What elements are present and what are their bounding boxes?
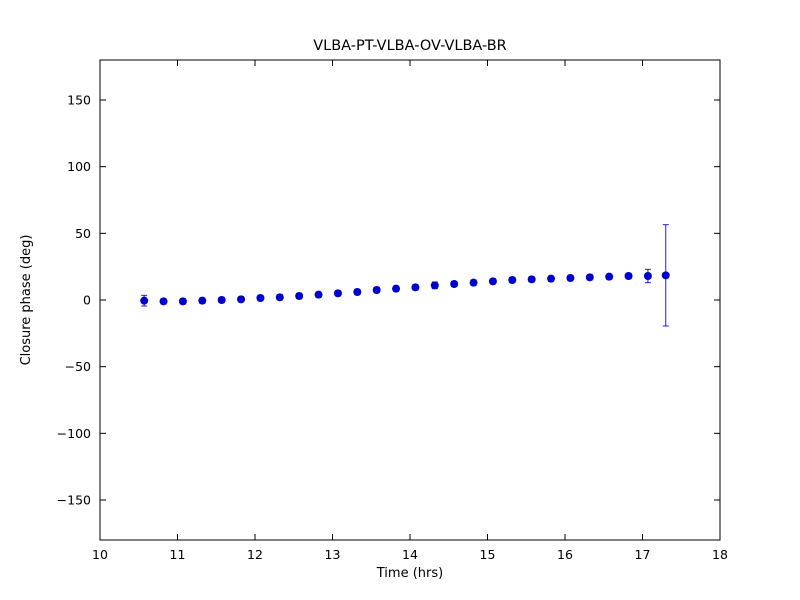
plot-title: VLBA-PT-VLBA-OV-VLBA-BR [313, 38, 507, 54]
x-tick-label: 13 [325, 547, 341, 562]
data-point [450, 280, 459, 288]
data-point [411, 283, 420, 292]
data-point [275, 293, 284, 302]
x-tick-label: 18 [712, 547, 728, 562]
data-point [237, 295, 246, 304]
data-point [198, 296, 207, 305]
data-point [488, 277, 497, 286]
y-tick-label: 0 [83, 293, 91, 308]
data-point [661, 271, 670, 280]
data-point [178, 297, 187, 306]
data-point [469, 278, 478, 287]
data-point [605, 272, 614, 281]
axes-frame [99, 59, 721, 541]
x-tick-label: 16 [557, 547, 573, 562]
y-tick-label: 100 [67, 159, 91, 174]
data-point [159, 297, 168, 306]
data-point [353, 288, 362, 296]
data-point [566, 274, 575, 282]
series-group [140, 224, 670, 327]
x-tick-label: 15 [480, 547, 496, 562]
y-tick-label: −150 [57, 493, 91, 508]
data-point [217, 296, 226, 304]
data-point [585, 273, 594, 282]
data-point [140, 296, 149, 305]
data-point [256, 294, 265, 302]
data-point [392, 284, 401, 293]
data-point [333, 289, 342, 298]
x-tick-label: 14 [402, 547, 418, 562]
data-point [372, 286, 381, 294]
x-tick-label: 10 [92, 547, 108, 562]
y-tick-label: −100 [57, 426, 91, 441]
data-point [547, 274, 556, 283]
data-point [527, 275, 536, 284]
data-point [295, 292, 304, 300]
data-point [430, 281, 439, 290]
x-tick-label: 12 [247, 547, 263, 562]
data-point [314, 290, 323, 299]
y-tick-label: 50 [75, 226, 91, 241]
x-tick-label: 17 [635, 547, 651, 562]
data-point [508, 276, 517, 284]
data-point [624, 272, 633, 280]
y-tick-label: −50 [65, 359, 91, 374]
y-axis-label: Closure phase (deg) [19, 235, 34, 366]
x-axis-label: Time (hrs) [376, 566, 443, 581]
data-point [643, 272, 652, 280]
x-tick-label: 11 [170, 547, 186, 562]
y-tick-label: 150 [67, 93, 91, 108]
axes-group: 10 11 12 13 14 15 16 17 18 −150 −100 −50 0 50 100 150 [57, 59, 728, 562]
